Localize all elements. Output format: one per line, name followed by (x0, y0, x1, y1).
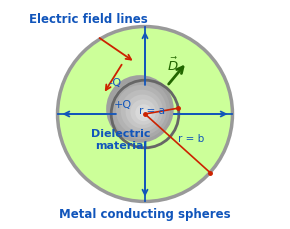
Circle shape (135, 105, 152, 122)
Circle shape (121, 90, 163, 132)
Text: -Q: -Q (109, 78, 122, 88)
Circle shape (106, 76, 174, 143)
Circle shape (116, 85, 166, 136)
Circle shape (140, 110, 148, 118)
Text: Metal conducting spheres: Metal conducting spheres (59, 207, 231, 220)
Text: Electric field lines: Electric field lines (29, 13, 147, 25)
Circle shape (111, 81, 170, 139)
Text: $\vec{D}$: $\vec{D}$ (167, 56, 179, 74)
Text: r = b: r = b (177, 133, 204, 143)
Circle shape (130, 100, 156, 125)
Text: r = a: r = a (139, 106, 165, 115)
Circle shape (126, 95, 160, 129)
Text: Dielectric
material: Dielectric material (91, 128, 151, 150)
Text: +Q: +Q (114, 100, 132, 110)
Circle shape (57, 27, 233, 202)
